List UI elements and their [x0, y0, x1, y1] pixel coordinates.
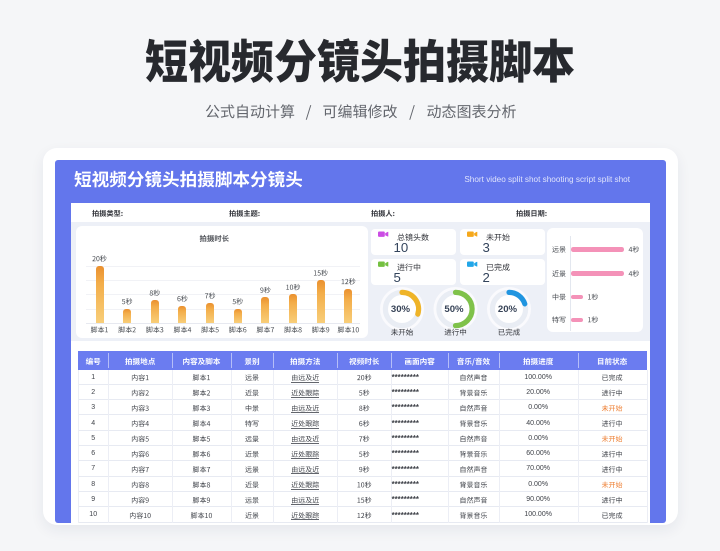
svg-text:30%: 30%	[391, 304, 411, 315]
svg-text:50%: 50%	[444, 304, 464, 315]
svg-text:20%: 20%	[498, 304, 518, 315]
